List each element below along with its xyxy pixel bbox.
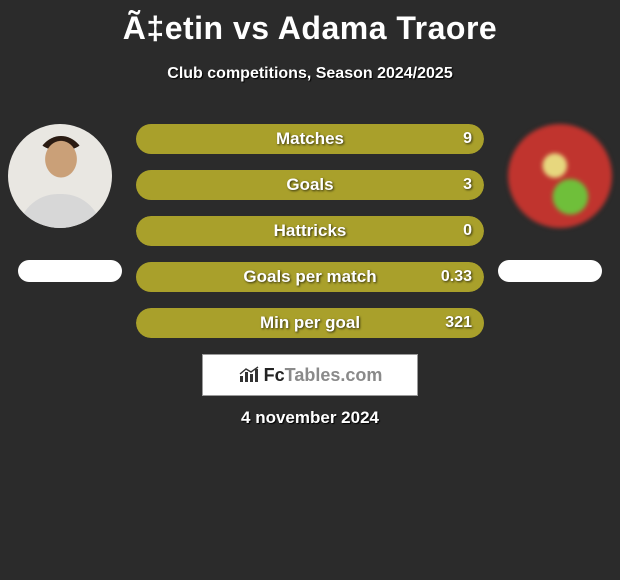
chart-icon [238,366,260,384]
stat-value-right: 9 [463,124,472,154]
stat-label: Min per goal [136,308,484,338]
stats-bars: Matches9Goals3Hattricks0Goals per match0… [136,124,484,354]
stat-label: Goals [136,170,484,200]
stat-label: Hattricks [136,216,484,246]
subtitle: Club competitions, Season 2024/2025 [0,65,620,83]
logo-rest: Tables [285,365,341,385]
player-right-avatar [508,124,612,228]
stat-value-right: 0 [463,216,472,246]
logo-suffix: .com [340,365,382,385]
logo-text: FcTables.com [264,365,383,386]
logo-brand: Fc [264,365,285,385]
stat-label: Goals per match [136,262,484,292]
stat-value-right: 0.33 [441,262,472,292]
stat-value-right: 3 [463,170,472,200]
stat-row: Goals3 [136,170,484,200]
player-left-badge [18,260,122,282]
fctables-logo: FcTables.com [202,354,418,396]
stat-label: Matches [136,124,484,154]
stat-row: Hattricks0 [136,216,484,246]
stat-value-right: 321 [445,308,472,338]
stat-row: Min per goal321 [136,308,484,338]
player-left-avatar [8,124,112,228]
page-title: Ã‡etin vs Adama Traore [0,0,620,47]
date-label: 4 november 2024 [0,408,620,428]
stat-row: Goals per match0.33 [136,262,484,292]
player-right-badge [498,260,602,282]
stat-row: Matches9 [136,124,484,154]
